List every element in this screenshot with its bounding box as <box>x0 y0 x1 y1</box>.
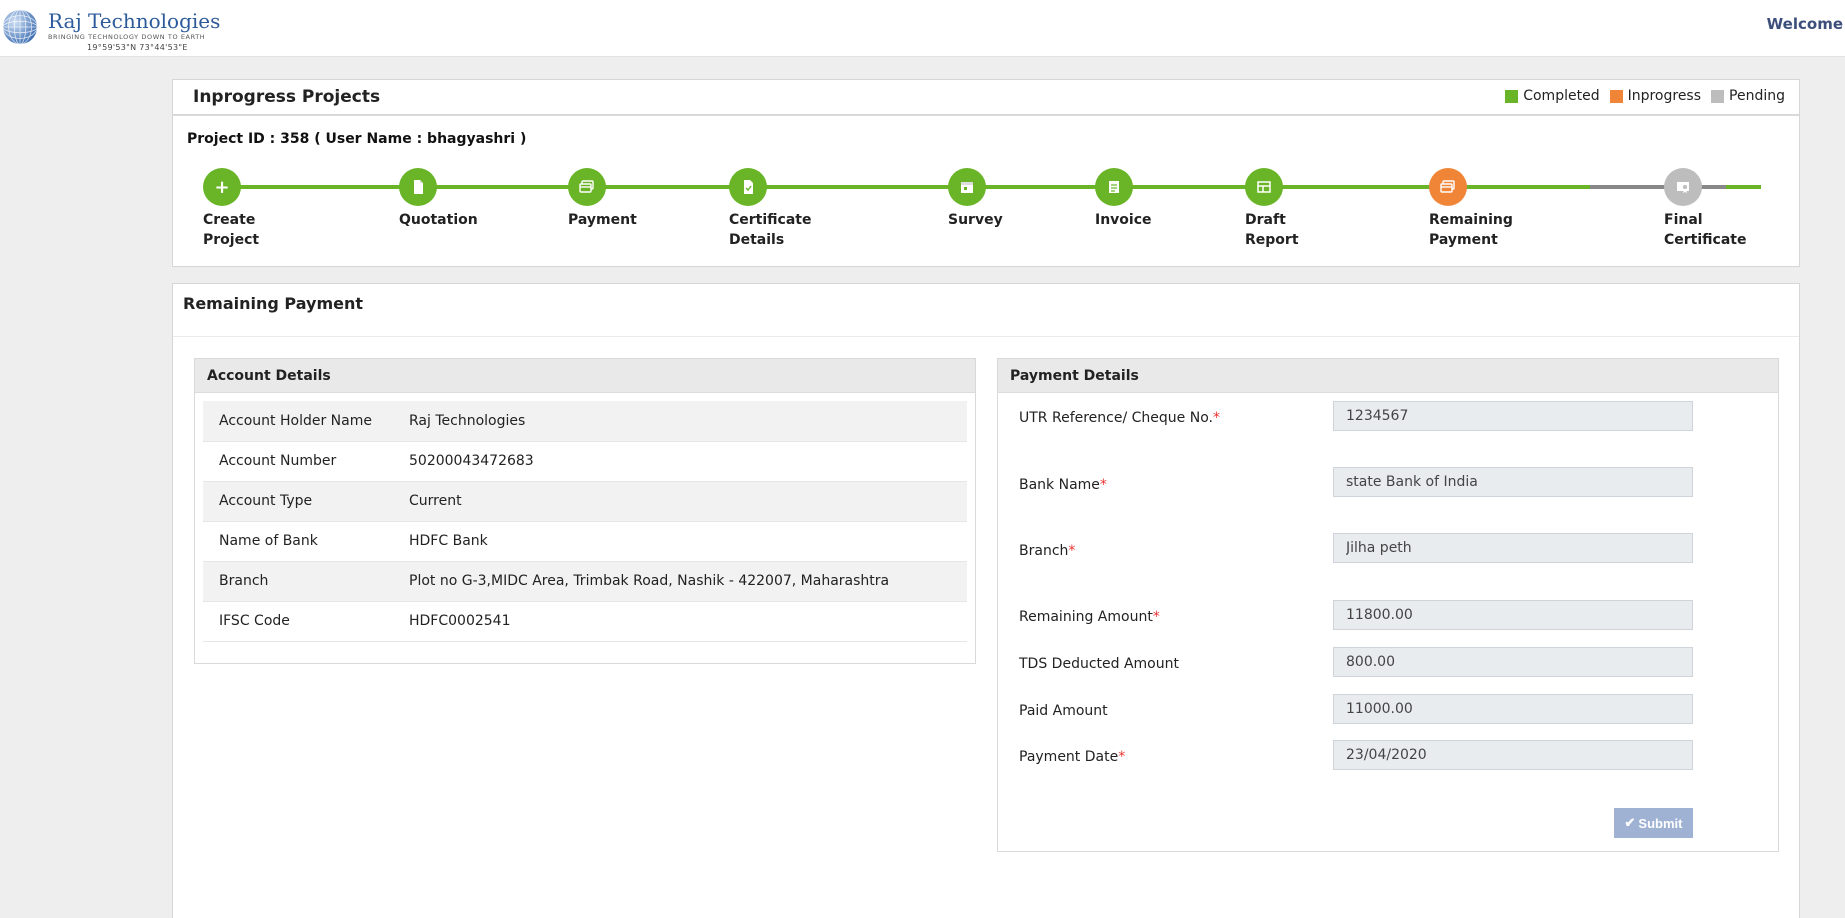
status-legend: Completed Inprogress Pending <box>1495 88 1785 104</box>
project-id-line: Project ID : 358 ( User Name : bhagyashr… <box>187 131 527 147</box>
check-icon: ✔ <box>1624 815 1636 830</box>
step-label: Final Certificate <box>1664 212 1747 248</box>
row-label: Account Number <box>219 453 337 469</box>
row-value: HDFC0002541 <box>409 613 511 629</box>
paid-amount-label: Paid Amount <box>1019 703 1108 719</box>
logo-name: Raj Technologies <box>48 9 221 33</box>
table-row: IFSC Code HDFC0002541 <box>203 601 967 641</box>
row-label: IFSC Code <box>219 613 290 629</box>
credit-card-icon <box>1429 168 1467 206</box>
card-title: Inprogress Projects <box>193 87 381 107</box>
legend-swatch-inprogress <box>1609 89 1623 103</box>
row-label: Branch <box>219 573 269 589</box>
row-value: Raj Technologies <box>409 412 526 429</box>
legend-completed: Completed <box>1523 88 1600 104</box>
panel-title: Payment Details <box>998 359 1778 393</box>
payment-date-label: Payment Date* <box>1019 749 1126 765</box>
table-row: Account Number 50200043472683 <box>203 441 967 481</box>
table-row: Account Type Current <box>203 481 967 521</box>
plus-icon: + <box>203 168 241 206</box>
step-label: Certificate Details <box>729 212 812 248</box>
certificate-icon <box>1664 168 1702 206</box>
legend-pending: Pending <box>1729 88 1785 104</box>
utr-label: UTR Reference/ Cheque No.* <box>1019 410 1220 426</box>
tds-amount-label: TDS Deducted Amount <box>1019 656 1179 672</box>
row-label: Account Type <box>219 493 313 509</box>
document-icon <box>399 168 437 206</box>
step-label: Payment <box>568 212 637 228</box>
welcome-text[interactable]: Welcome <box>1766 15 1843 33</box>
table-row: Account Holder Name Raj Technologies <box>203 401 967 441</box>
step-label: Create Project <box>203 212 260 248</box>
progress-track-completed <box>221 185 1761 189</box>
row-value: Current <box>409 493 462 509</box>
row-label: Name of Bank <box>219 533 318 549</box>
bank-name-input[interactable] <box>1333 467 1693 497</box>
legend-swatch-pending <box>1711 89 1725 103</box>
tds-amount-input[interactable] <box>1333 647 1693 677</box>
remaining-amount-input[interactable] <box>1333 600 1693 630</box>
divider <box>173 336 1799 337</box>
branch-label: Branch* <box>1019 543 1076 559</box>
branch-input[interactable] <box>1333 533 1693 563</box>
bank-name-label: Bank Name* <box>1019 477 1107 493</box>
remaining-amount-label: Remaining Amount* <box>1019 609 1160 625</box>
utr-input[interactable] <box>1333 401 1693 431</box>
top-header: Raj Technologies BRINGING TECHNOLOGY DOW… <box>0 0 1845 57</box>
row-value: HDFC Bank <box>409 533 488 549</box>
step-label: Draft Report <box>1245 212 1299 248</box>
row-value: Plot no G-3,MIDC Area, Trimbak Road, Nas… <box>409 573 890 589</box>
table-icon <box>1245 168 1283 206</box>
remaining-payment-card: Remaining Payment Account Details Accoun… <box>172 283 1800 918</box>
step-label: Invoice <box>1095 212 1152 228</box>
account-details-panel: Account Details Account Holder Name Raj T… <box>194 358 976 664</box>
panel-title: Account Details <box>195 359 975 393</box>
progress-track-pending <box>1590 185 1726 189</box>
submit-button[interactable]: ✔ Submit <box>1614 808 1693 838</box>
file-check-icon <box>729 168 767 206</box>
payment-details-panel: Payment Details UTR Reference/ Cheque No… <box>997 358 1779 852</box>
inprogress-projects-card: Inprogress Projects Completed Inprogress… <box>172 79 1800 267</box>
globe-icon <box>2 9 38 45</box>
company-logo[interactable]: Raj Technologies BRINGING TECHNOLOGY DOW… <box>2 6 220 52</box>
table-row: Name of Bank HDFC Bank <box>203 521 967 561</box>
row-label: Account Holder Name <box>219 412 372 429</box>
credit-card-icon <box>568 168 606 206</box>
logo-tagline: BRINGING TECHNOLOGY DOWN TO EARTH <box>48 33 206 41</box>
logo-coordinates: 19°59'53"N 73°44'53"E <box>87 43 188 52</box>
step-label: Survey <box>948 212 1003 228</box>
calendar-icon <box>948 168 986 206</box>
legend-inprogress: Inprogress <box>1627 88 1702 104</box>
account-details-table: Account Holder Name Raj Technologies Acco… <box>203 401 967 642</box>
row-value: 50200043472683 <box>409 453 534 469</box>
step-label: Quotation <box>399 212 478 228</box>
table-row: Branch Plot no G-3,MIDC Area, Trimbak Roa… <box>203 561 967 601</box>
card-header: Inprogress Projects Completed Inprogress… <box>173 80 1799 116</box>
paid-amount-input[interactable] <box>1333 694 1693 724</box>
legend-swatch-completed <box>1505 89 1519 103</box>
list-icon <box>1095 168 1133 206</box>
step-label: Remaining Payment <box>1429 212 1513 248</box>
payment-date-input[interactable] <box>1333 740 1693 770</box>
section-title: Remaining Payment <box>183 294 364 313</box>
